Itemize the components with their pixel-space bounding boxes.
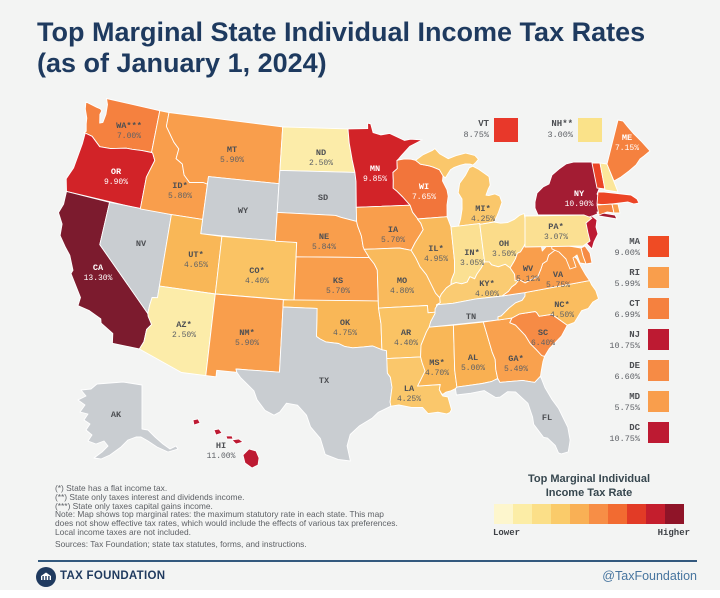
svg-text:13.30%: 13.30% [84, 274, 113, 283]
svg-text:4.75%: 4.75% [333, 329, 357, 338]
svg-text:GA*: GA* [508, 354, 523, 364]
svg-text:LA: LA [404, 384, 415, 394]
svg-text:4.25%: 4.25% [397, 395, 421, 404]
svg-text:ME: ME [622, 133, 632, 143]
svg-text:5.80%: 5.80% [168, 192, 192, 201]
svg-text:5.70%: 5.70% [326, 287, 350, 296]
svg-text:3.05%: 3.05% [460, 259, 484, 268]
svg-text:NY: NY [574, 189, 585, 199]
svg-text:MT: MT [227, 145, 237, 155]
svg-text:4.40%: 4.40% [245, 277, 269, 286]
svg-text:FL: FL [542, 413, 552, 423]
svg-text:OH: OH [499, 239, 509, 249]
svg-text:PA*: PA* [548, 222, 563, 232]
svg-text:9.85%: 9.85% [363, 175, 387, 184]
svg-text:MI*: MI* [475, 204, 490, 214]
svg-text:WA***: WA*** [116, 121, 142, 131]
svg-text:AZ*: AZ* [176, 320, 191, 330]
svg-text:IL*: IL* [428, 244, 443, 254]
svg-text:NE: NE [319, 232, 329, 242]
svg-text:11.00%: 11.00% [207, 452, 236, 461]
svg-text:ID*: ID* [172, 181, 187, 191]
svg-text:MN: MN [370, 164, 380, 174]
svg-text:WV: WV [523, 264, 534, 274]
svg-text:9.90%: 9.90% [104, 178, 128, 187]
svg-text:3.50%: 3.50% [492, 250, 516, 259]
svg-text:NM*: NM* [239, 328, 254, 338]
svg-text:5.90%: 5.90% [220, 156, 244, 165]
svg-text:3.07%: 3.07% [544, 233, 568, 242]
svg-text:7.65%: 7.65% [412, 193, 436, 202]
svg-text:4.50%: 4.50% [550, 311, 574, 320]
svg-text:5.70%: 5.70% [381, 236, 405, 245]
svg-text:OR: OR [111, 167, 122, 177]
svg-text:6.40%: 6.40% [531, 339, 555, 348]
svg-text:UT*: UT* [188, 250, 203, 260]
svg-text:5.75%: 5.75% [546, 281, 570, 290]
svg-text:TN: TN [466, 312, 476, 322]
svg-text:4.40%: 4.40% [394, 339, 418, 348]
svg-text:5.00%: 5.00% [461, 364, 485, 373]
svg-text:AR: AR [401, 328, 412, 338]
svg-text:7.15%: 7.15% [615, 144, 639, 153]
svg-text:SD: SD [318, 193, 328, 203]
svg-text:ND: ND [316, 148, 326, 158]
svg-text:5.90%: 5.90% [235, 339, 259, 348]
svg-text:WI: WI [419, 182, 429, 192]
svg-text:WY: WY [238, 206, 249, 216]
svg-text:VA: VA [553, 270, 564, 280]
svg-text:5.84%: 5.84% [312, 243, 336, 252]
svg-text:KY*: KY* [479, 279, 494, 289]
svg-text:TX: TX [319, 376, 330, 386]
svg-text:NC*: NC* [554, 300, 569, 310]
svg-text:4.65%: 4.65% [184, 261, 208, 270]
svg-text:5.49%: 5.49% [504, 365, 528, 374]
svg-text:AK: AK [111, 410, 122, 420]
svg-text:OK: OK [340, 318, 351, 328]
svg-text:5.12%: 5.12% [516, 275, 540, 284]
svg-text:4.70%: 4.70% [425, 369, 449, 378]
svg-text:HI: HI [216, 441, 226, 451]
svg-text:MS*: MS* [429, 358, 444, 368]
svg-text:CO*: CO* [249, 266, 264, 276]
svg-text:IA: IA [388, 225, 399, 235]
svg-text:4.95%: 4.95% [424, 255, 448, 264]
svg-text:7.00%: 7.00% [117, 132, 141, 141]
svg-text:2.50%: 2.50% [309, 159, 333, 168]
svg-text:IN*: IN* [464, 248, 479, 258]
svg-text:4.00%: 4.00% [475, 290, 499, 299]
svg-text:AL: AL [468, 353, 478, 363]
svg-text:KS: KS [333, 276, 343, 286]
svg-text:MO: MO [397, 276, 407, 286]
svg-text:CA: CA [93, 263, 104, 273]
svg-text:2.50%: 2.50% [172, 331, 196, 340]
svg-text:NV: NV [136, 239, 147, 249]
svg-text:SC: SC [538, 328, 548, 338]
svg-text:4.80%: 4.80% [390, 287, 414, 296]
svg-text:4.25%: 4.25% [471, 215, 495, 224]
svg-text:10.90%: 10.90% [565, 200, 594, 209]
